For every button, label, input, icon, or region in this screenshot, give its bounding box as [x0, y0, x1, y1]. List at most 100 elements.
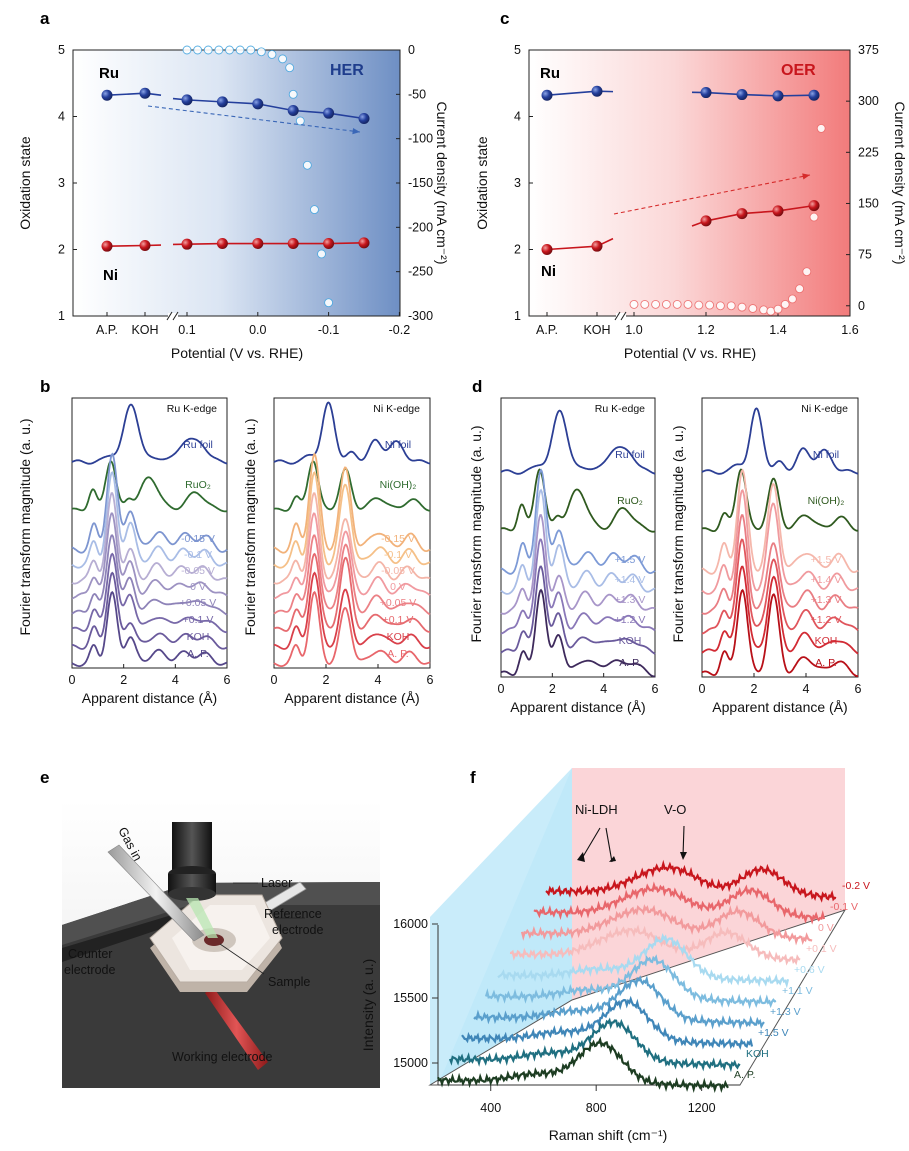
raman-trace — [484, 954, 777, 1010]
y2-tick-label: -300 — [408, 309, 433, 323]
x-tick-label: 0 — [699, 682, 706, 696]
trace-label: RuO₂ — [617, 495, 643, 507]
current-density-point — [629, 299, 639, 309]
current-density-point — [816, 123, 826, 133]
trace-line — [273, 492, 431, 585]
working-electrode-label: Working electrode — [172, 1050, 273, 1064]
trace-label: -0.1 V — [184, 549, 212, 561]
x-tick-label: 0 — [498, 682, 505, 696]
series-line-numeric — [705, 91, 815, 97]
edge-label: Ni K-edge — [373, 403, 420, 415]
current-density-point — [640, 299, 650, 309]
x-axis-label: Apparent distance (Å) — [712, 699, 847, 715]
x-tick-label: KOH — [583, 323, 610, 337]
her-title: HER — [330, 62, 364, 79]
y2-tick-label: 300 — [858, 94, 879, 108]
counter-electrode-label: Counter electrode — [64, 947, 116, 977]
trace-label: +0.05 V — [180, 597, 217, 609]
current-density-point — [317, 249, 326, 259]
current-density-point — [672, 299, 682, 309]
trace-line — [701, 538, 859, 635]
raman-trace — [461, 995, 754, 1050]
trace-label: 0 V — [190, 581, 206, 593]
raman-trace — [545, 859, 837, 903]
trace-label: -0.15 V — [381, 533, 415, 545]
sample-label: Sample — [268, 975, 310, 989]
x-tick-label: 4 — [600, 682, 607, 696]
trace-label: -0.1 V — [384, 549, 412, 561]
objective-lens-bottom — [168, 887, 216, 901]
y-tick-label: 2 — [514, 243, 521, 257]
current-density-point — [726, 301, 736, 311]
y-tick-label: 5 — [58, 43, 65, 57]
trace-line — [71, 403, 228, 465]
trace-line — [273, 452, 431, 554]
raman-trace — [533, 881, 826, 925]
panel-e: e Gas in Laser Reference — [40, 768, 380, 1088]
reference-electrode-label-line1: Reference — [264, 907, 322, 921]
trace-label: Ru foil — [183, 439, 213, 451]
trace-line — [701, 488, 859, 595]
current-density-point — [214, 45, 224, 55]
left-wall — [430, 768, 572, 1085]
x-tick-label: 6 — [652, 682, 659, 696]
current-density-point — [802, 267, 812, 277]
y2-tick-label: -100 — [408, 132, 433, 146]
y-tick-label: 1 — [514, 309, 521, 323]
trace-line — [701, 588, 858, 677]
trace-line — [71, 460, 228, 513]
x-tick-label: 0 — [271, 673, 278, 687]
axis-break-mark — [166, 311, 173, 321]
current-density-point — [285, 63, 295, 73]
x-tick-label: 2 — [120, 673, 127, 687]
trace-label: RuO₂ — [185, 479, 211, 491]
series-point — [700, 87, 712, 99]
reference-electrode-label-line2: electrode — [272, 923, 323, 937]
series-point — [772, 90, 784, 102]
series-point — [287, 105, 299, 117]
raman-traces: -0.2 V -0.1 V 0 V +0.1 V +0.6 V +1.1 V +1.3 V +… — [437, 859, 870, 1094]
y2-axis-label-a: Current density (mA cm⁻²) — [434, 102, 450, 265]
laser-beam — [186, 898, 218, 938]
trace-label: A. P. — [387, 648, 408, 660]
current-density-point — [193, 45, 203, 55]
trace-label: Ni foil — [813, 449, 839, 461]
raman-y-tick-label: 15000 — [393, 1056, 428, 1070]
raman-y-tick-label: 15500 — [393, 991, 428, 1005]
series-point — [139, 87, 151, 99]
panel-label-f: f — [470, 768, 476, 787]
raman-x-label: Raman shift (cm⁻¹) — [549, 1127, 668, 1143]
y2-tick-label: 0 — [408, 43, 415, 57]
trace-label: +0.1 V — [383, 614, 414, 626]
series-line-numeric — [186, 99, 365, 120]
y-axis-label-c: Oxidation state — [474, 136, 490, 230]
y2-tick-label: -250 — [408, 265, 433, 279]
ni-edge-plot-d: 0 2 4 6 Apparent distance (Å) Ni K-edge Ni foi… — [699, 397, 862, 715]
working-electrode-rod — [205, 987, 268, 1070]
trace-line — [500, 488, 656, 595]
series-point — [358, 112, 370, 124]
trace-label: A. P. — [815, 657, 836, 669]
trace-label: -0.05 V — [181, 565, 215, 577]
axes-box — [701, 397, 859, 678]
trace-line — [71, 471, 228, 569]
objective-lens-body — [172, 822, 212, 874]
plot-content-c — [541, 85, 826, 316]
trace-label: +1.3 V — [811, 594, 842, 606]
current-density-point — [773, 304, 783, 314]
trace-line — [701, 514, 859, 615]
raman-trace-label: KOH — [746, 1048, 769, 1060]
series-point — [216, 238, 228, 250]
current-density-point — [694, 300, 704, 310]
current-density-point — [295, 116, 305, 126]
axis-break-mark — [172, 311, 179, 321]
oer-background — [529, 50, 850, 316]
laser-label: Laser — [261, 876, 292, 890]
series-point — [252, 238, 264, 250]
trace-line — [71, 452, 228, 554]
counter-electrode-label-line1: Counter — [68, 947, 112, 961]
series-point — [323, 238, 335, 250]
raman-trace — [473, 975, 765, 1030]
y2-tick-label: 375 — [858, 43, 879, 57]
